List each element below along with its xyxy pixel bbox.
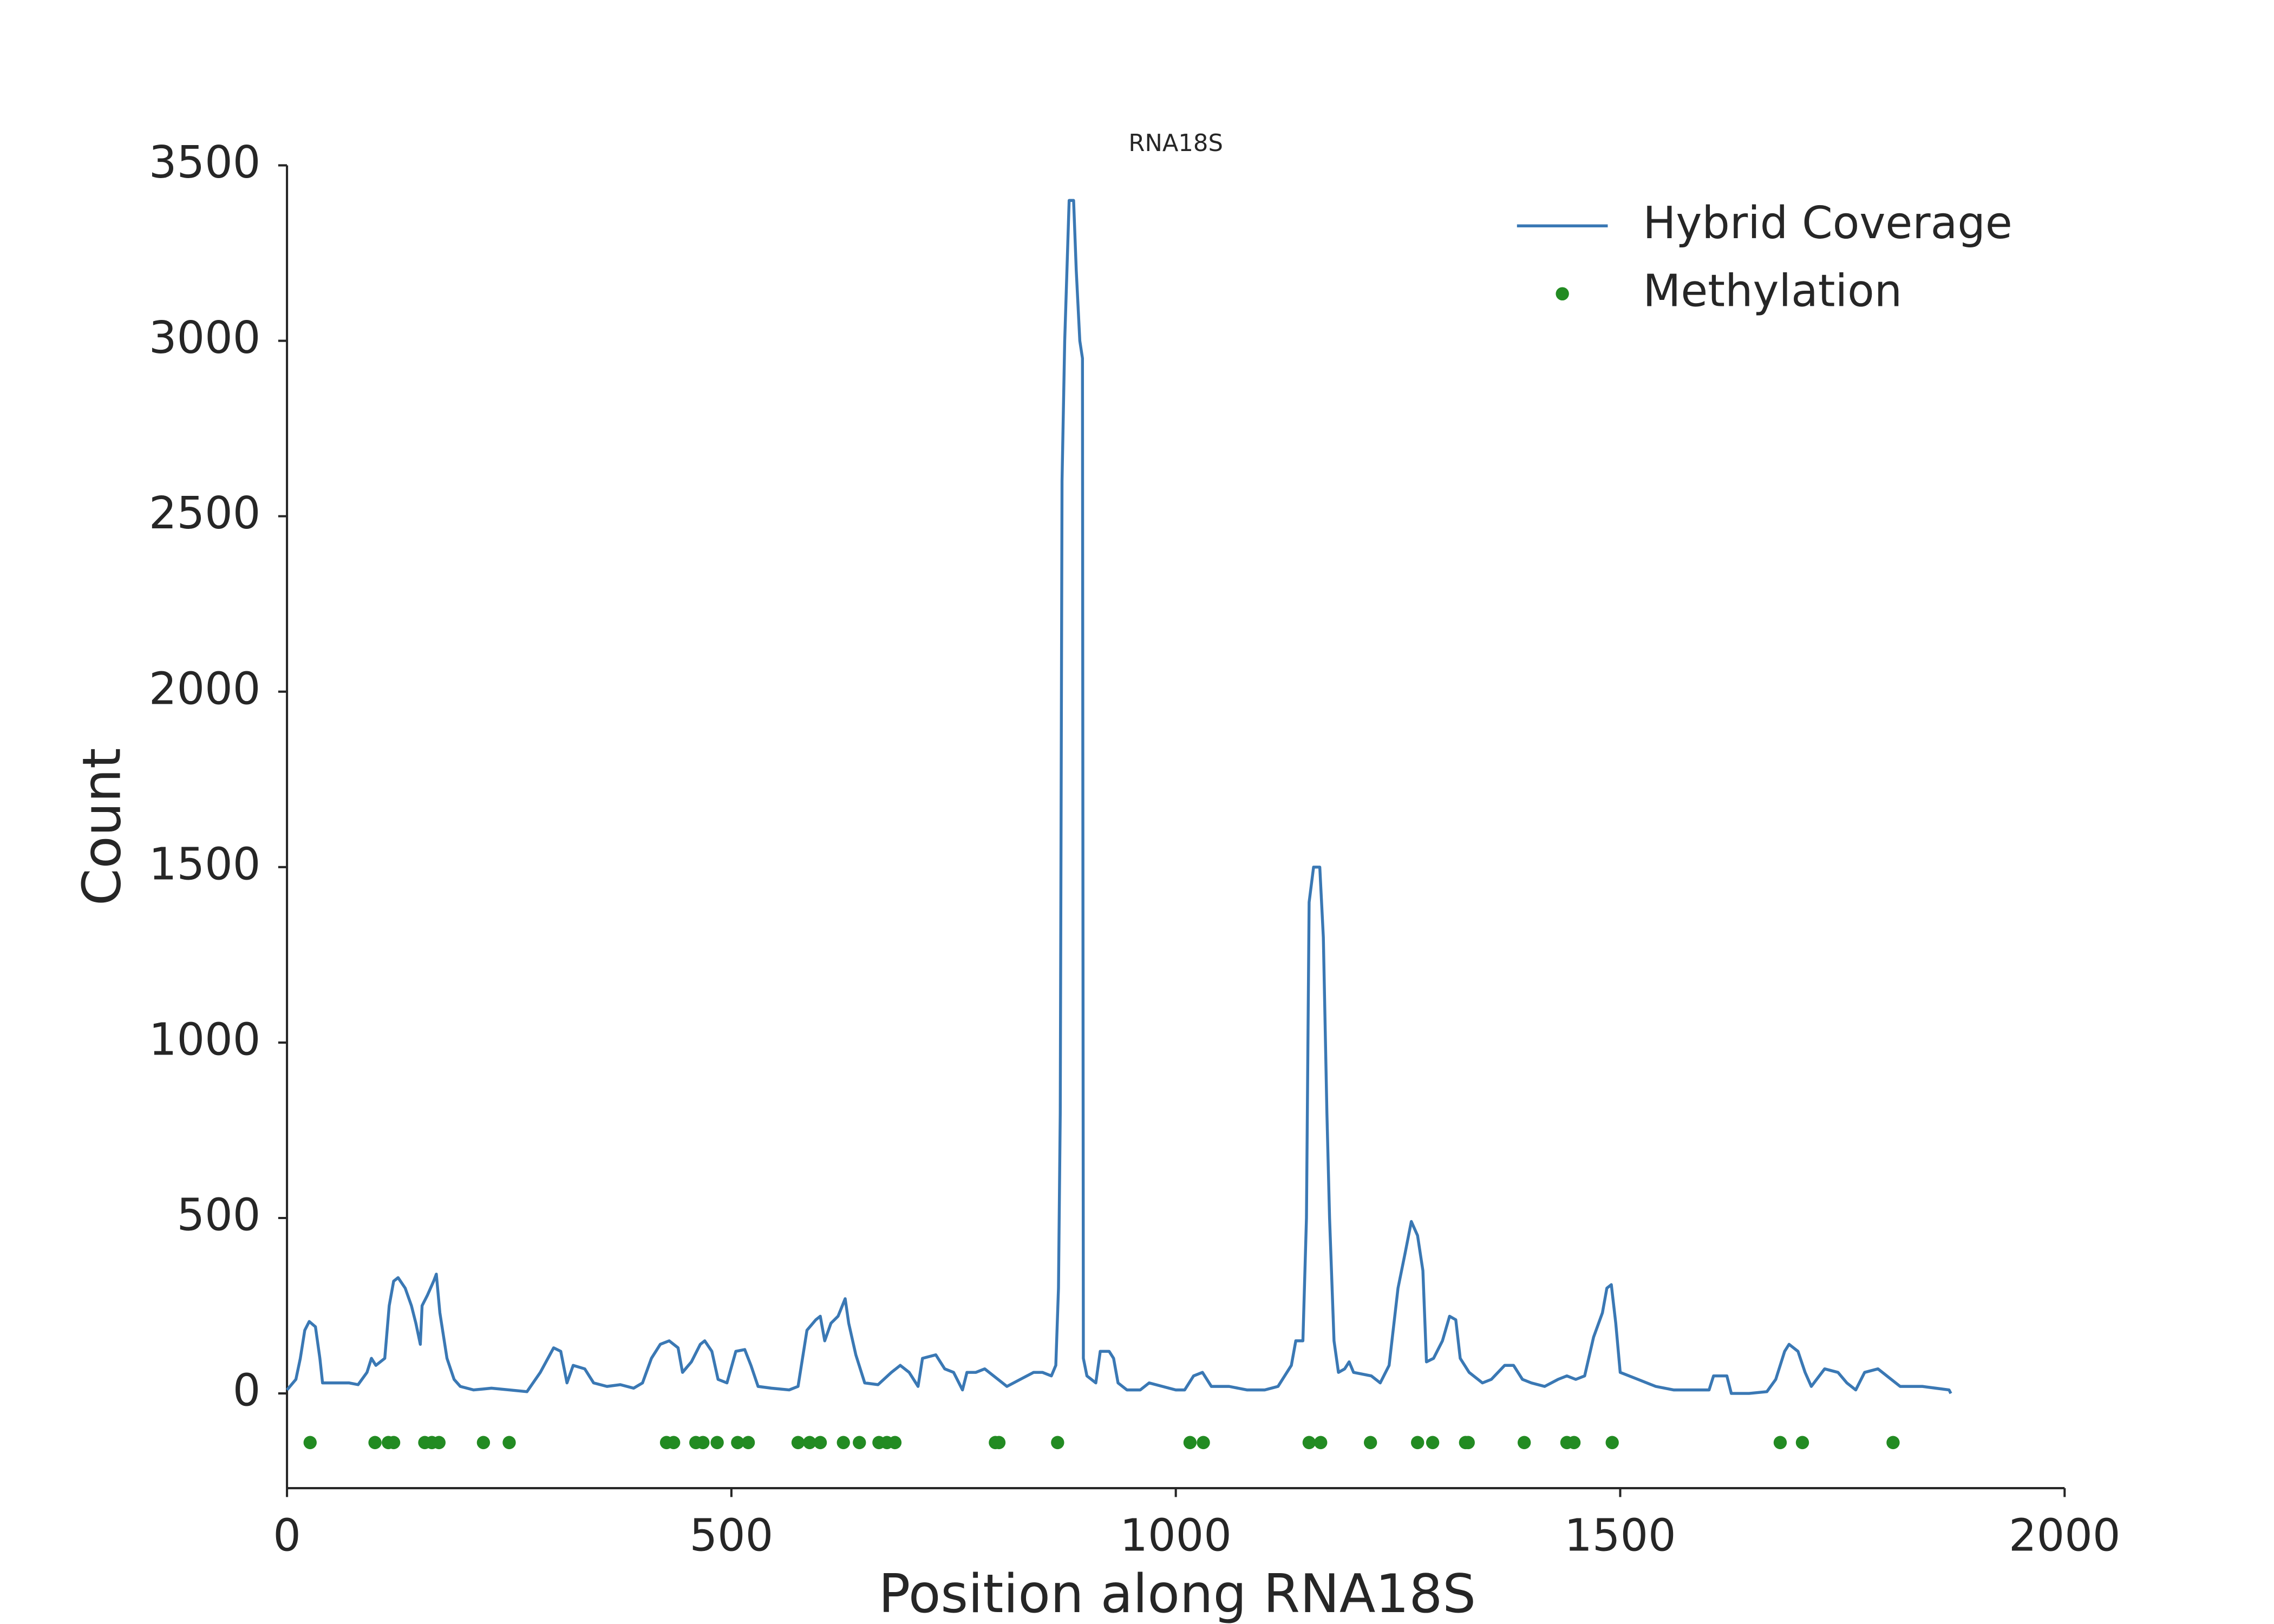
y-tick-label: 2500: [149, 488, 260, 539]
methylation-point: [1426, 1436, 1440, 1450]
y-tick-label: 1500: [149, 839, 260, 890]
y-tick-label: 1000: [149, 1014, 260, 1065]
methylation-point: [432, 1436, 446, 1450]
methylation-point: [1197, 1436, 1210, 1450]
y-tick-label: 500: [177, 1189, 261, 1241]
methylation-point: [1364, 1436, 1377, 1450]
methylation-point: [741, 1436, 755, 1450]
methylation-point: [1886, 1436, 1900, 1450]
methylation-point: [387, 1436, 401, 1450]
methylation-point: [1795, 1436, 1809, 1450]
methylation-point: [1411, 1436, 1424, 1450]
methylation-point: [1518, 1436, 1531, 1450]
y-axis-label: Count: [71, 748, 133, 906]
x-tick-label: 500: [689, 1510, 773, 1561]
methylation-point: [502, 1436, 516, 1450]
methylation-point: [476, 1436, 491, 1450]
methylation-point: [1567, 1436, 1581, 1450]
methylation-point: [1773, 1436, 1787, 1450]
x-tick-label: 2000: [2009, 1510, 2120, 1561]
methylation-point: [992, 1436, 1006, 1450]
methylation-point: [1183, 1436, 1197, 1450]
legend-label: Methylation: [1643, 265, 1902, 317]
methylation-point: [813, 1436, 827, 1450]
methylation-point: [803, 1436, 816, 1450]
y-tick-label: 3000: [149, 312, 260, 364]
methylation-point: [368, 1436, 382, 1450]
methylation-point: [731, 1436, 744, 1450]
methylation-point: [710, 1436, 724, 1450]
legend-label: Hybrid Coverage: [1643, 198, 2012, 249]
methylation-point: [791, 1436, 805, 1450]
x-tick-label: 1500: [1564, 1510, 1676, 1561]
methylation-point: [1302, 1436, 1316, 1450]
chart-title: RNA18S: [1128, 130, 1223, 157]
x-axis-label: Position along RNA18S: [879, 1563, 1476, 1624]
y-tick-label: 2000: [149, 663, 260, 715]
legend-marker: [1556, 287, 1569, 300]
methylation-point: [853, 1436, 866, 1450]
methylation-point: [1461, 1436, 1475, 1450]
methylation-point: [303, 1436, 317, 1450]
methylation-point: [837, 1436, 850, 1450]
methylation-point: [1051, 1436, 1064, 1450]
coverage-line: [286, 199, 1952, 1395]
y-tick-label: 0: [233, 1365, 261, 1416]
methylation-point: [666, 1436, 681, 1450]
methylation-point: [696, 1436, 710, 1450]
methylation-point: [1605, 1436, 1619, 1450]
y-tick-label: 3500: [149, 137, 260, 188]
x-tick-label: 0: [273, 1510, 301, 1561]
x-tick-label: 1000: [1120, 1510, 1231, 1561]
methylation-point: [1314, 1436, 1328, 1450]
methylation-point: [888, 1436, 902, 1450]
